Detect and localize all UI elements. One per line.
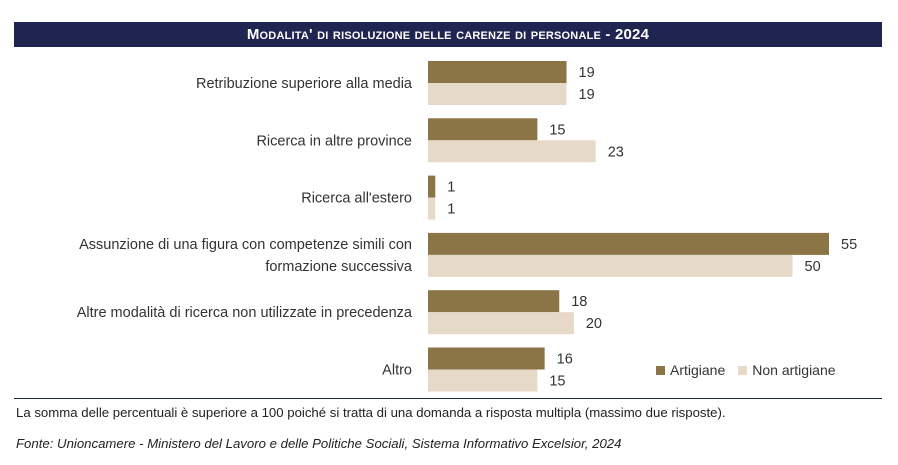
legend-item-artigiane: Artigiane — [656, 362, 725, 378]
category-label: formazione successiva — [265, 259, 413, 275]
category-label: Ricerca all'estero — [301, 191, 412, 207]
data-label: 15 — [549, 122, 565, 138]
bar-non-artigiane — [428, 312, 574, 335]
footer-note: La somma delle percentuali è superiore a… — [16, 405, 726, 420]
bar-artigiane — [428, 347, 545, 370]
legend-label-artigiane: Artigiane — [670, 362, 726, 378]
data-label: 50 — [805, 259, 821, 275]
bar-artigiane — [428, 232, 829, 255]
data-label: 19 — [579, 65, 595, 81]
category-label: Ricerca in altre province — [256, 133, 412, 149]
data-label: 55 — [841, 237, 857, 253]
bar-non-artigiane — [428, 140, 596, 163]
category-label: Altre modalità di ricerca non utilizzate… — [77, 305, 413, 321]
category-label: Retribuzione superiore alla media — [196, 76, 413, 92]
footer-source: Fonte: Unioncamere - Ministero del Lavor… — [16, 436, 622, 451]
footer-divider — [14, 398, 882, 399]
data-label: 15 — [549, 374, 565, 390]
chart-legend: Artigiane Non artigiane — [656, 362, 849, 378]
data-label: 1 — [447, 202, 455, 218]
data-label: 20 — [586, 316, 602, 332]
bar-non-artigiane — [428, 83, 567, 105]
data-label: 18 — [571, 294, 587, 310]
bar-non-artigiane — [428, 369, 538, 392]
bar-non-artigiane — [428, 254, 793, 277]
legend-item-non-artigiane: Non artigiane — [738, 362, 836, 378]
bar-non-artigiane — [428, 197, 436, 220]
category-label: Assunzione di una figura con competenze … — [79, 237, 412, 253]
bar-artigiane — [428, 61, 567, 83]
category-label: Altro — [382, 363, 412, 379]
chart-title: Modalita' di risoluzione delle carenze d… — [246, 26, 650, 43]
data-label: 19 — [579, 87, 595, 103]
data-label: 16 — [557, 352, 573, 368]
bar-artigiane — [428, 290, 560, 313]
bar-chart: Retribuzione superiore alla media 19 19 Ric… — [77, 56, 857, 395]
legend-swatch-non-artigiane — [738, 365, 748, 375]
legend-swatch-artigiane — [656, 365, 665, 375]
data-label: 23 — [608, 144, 624, 160]
bar-artigiane — [428, 175, 436, 198]
data-label: 1 — [447, 180, 455, 196]
chart-title-bar: Modalita' di risoluzione delle carenze d… — [14, 22, 882, 47]
legend-label-non-artigiane: Non artigiane — [752, 362, 836, 378]
bar-artigiane — [428, 118, 538, 141]
